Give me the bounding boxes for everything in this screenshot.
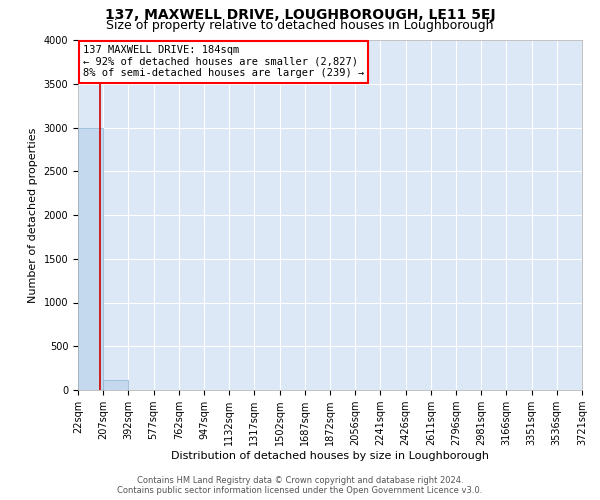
- X-axis label: Distribution of detached houses by size in Loughborough: Distribution of detached houses by size …: [171, 451, 489, 461]
- Text: Contains HM Land Registry data © Crown copyright and database right 2024.
Contai: Contains HM Land Registry data © Crown c…: [118, 476, 482, 495]
- Bar: [78, 128, 103, 390]
- Text: Size of property relative to detached houses in Loughborough: Size of property relative to detached ho…: [106, 19, 494, 32]
- Bar: [103, 380, 128, 390]
- Y-axis label: Number of detached properties: Number of detached properties: [28, 128, 38, 302]
- Text: 137 MAXWELL DRIVE: 184sqm
← 92% of detached houses are smaller (2,827)
8% of sem: 137 MAXWELL DRIVE: 184sqm ← 92% of detac…: [83, 46, 364, 78]
- Text: 137, MAXWELL DRIVE, LOUGHBOROUGH, LE11 5EJ: 137, MAXWELL DRIVE, LOUGHBOROUGH, LE11 5…: [104, 8, 496, 22]
